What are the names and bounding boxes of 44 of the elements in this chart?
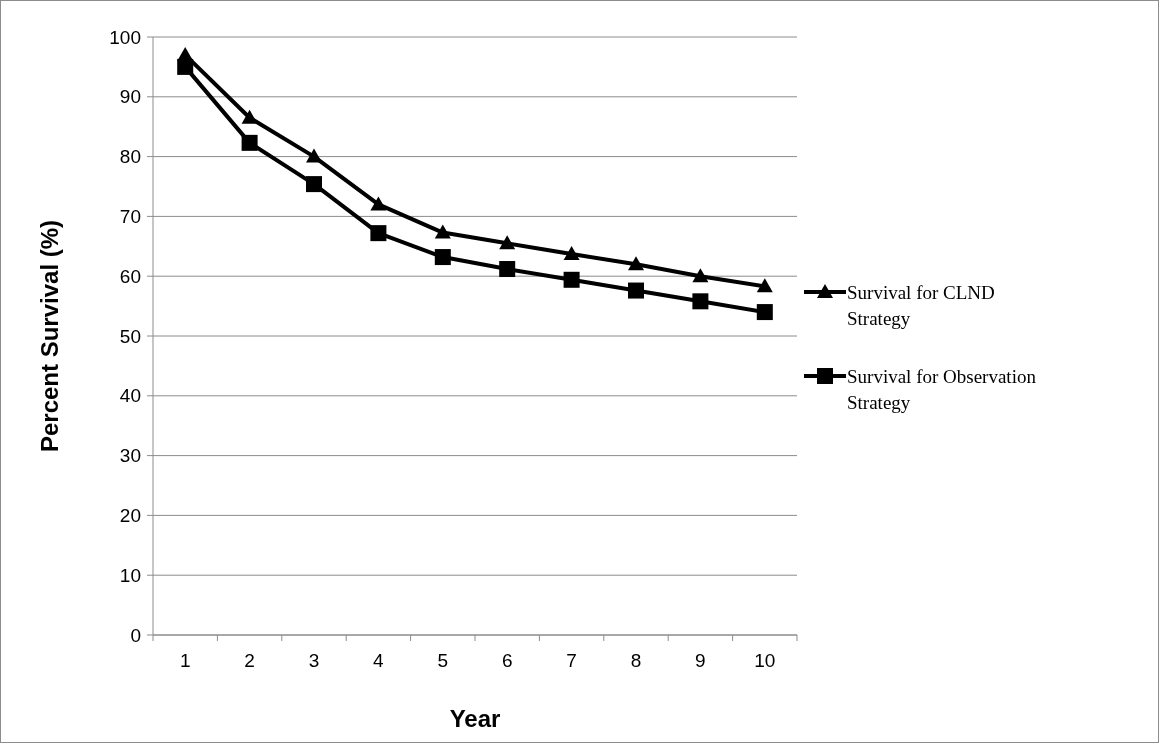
point bbox=[692, 268, 709, 283]
y-tick-label: 50 bbox=[119, 325, 141, 347]
x-tick-label: 10 bbox=[754, 650, 776, 671]
x-tick-label: 8 bbox=[630, 650, 642, 671]
point bbox=[370, 225, 387, 242]
point bbox=[306, 176, 322, 193]
point bbox=[241, 134, 258, 151]
y-tick-label: 70 bbox=[119, 206, 141, 228]
x-axis-title: Year bbox=[449, 705, 501, 732]
x-tick-label: 2 bbox=[244, 650, 255, 671]
y-tick-label: 20 bbox=[119, 505, 141, 527]
y-tick-label: 90 bbox=[119, 86, 141, 108]
legend-label: Survival for Observation Strategy bbox=[847, 365, 1037, 413]
x-tick-label: 3 bbox=[308, 650, 320, 671]
point bbox=[692, 293, 709, 310]
point bbox=[756, 304, 773, 321]
x-tick-label: 5 bbox=[437, 650, 449, 671]
y-axis-title: Percent Survival (%) bbox=[36, 219, 63, 453]
point bbox=[241, 109, 258, 124]
x-tick-label: 4 bbox=[373, 650, 385, 671]
y-tick-label: 60 bbox=[119, 265, 141, 287]
y-tick-label: 30 bbox=[119, 445, 141, 467]
point bbox=[306, 148, 322, 163]
x-tick-label: 9 bbox=[695, 650, 706, 671]
point bbox=[370, 196, 387, 211]
y-tick-label: 10 bbox=[119, 564, 141, 586]
legend-label: Survival for CLND Strategy bbox=[847, 281, 995, 329]
point bbox=[499, 235, 516, 250]
point bbox=[563, 246, 580, 261]
point bbox=[628, 256, 644, 271]
point bbox=[499, 261, 516, 278]
x-tick-label: 6 bbox=[501, 650, 513, 671]
point bbox=[434, 249, 451, 266]
point bbox=[177, 58, 194, 75]
y-tick-label: 100 bbox=[109, 26, 141, 48]
y-tick-label: 0 bbox=[130, 624, 141, 646]
point bbox=[434, 224, 451, 239]
x-tick-label: 7 bbox=[566, 650, 577, 671]
point bbox=[563, 271, 580, 288]
point bbox=[756, 278, 773, 293]
x-tick-label: 1 bbox=[179, 650, 191, 671]
y-tick-label: 80 bbox=[119, 146, 141, 168]
point bbox=[628, 282, 644, 299]
y-tick-label: 40 bbox=[119, 385, 141, 407]
